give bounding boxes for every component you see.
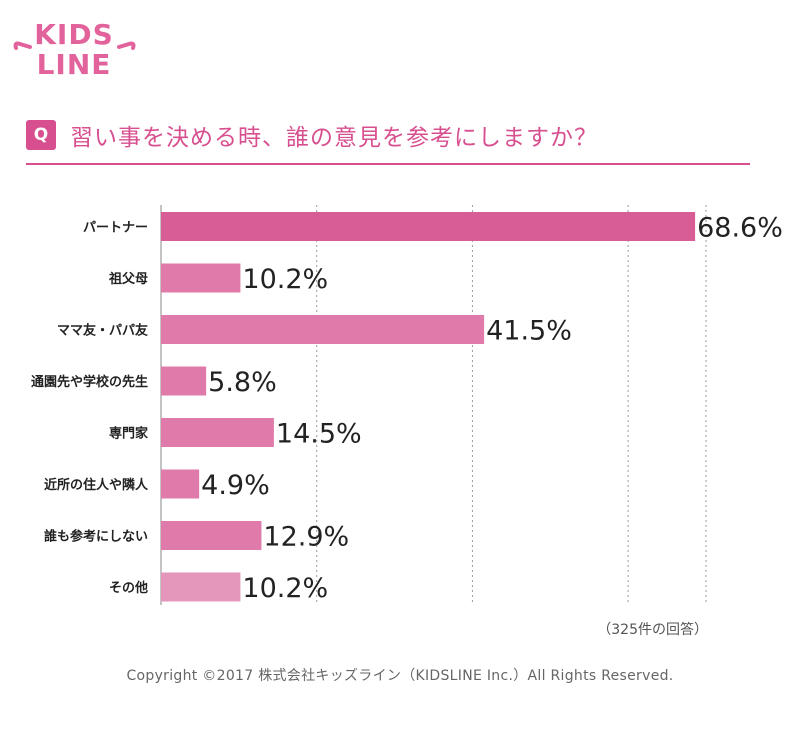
category-label: その他 xyxy=(109,580,148,596)
logo-text-top: KIDS xyxy=(34,18,114,51)
bar xyxy=(161,572,241,602)
value-label: 12.9% xyxy=(263,522,349,553)
value-label: 68.6% xyxy=(697,213,783,244)
kidsline-logo: KIDS LINE xyxy=(13,18,136,80)
bar xyxy=(161,263,241,293)
category-label: ママ友・パパ友 xyxy=(57,323,148,339)
bar xyxy=(161,521,262,550)
category-label: 誰も参考にしない xyxy=(44,529,148,545)
category-label: パートナー xyxy=(83,221,148,236)
value-label: 14.5% xyxy=(276,419,362,450)
title-divider xyxy=(26,163,750,165)
value-label: 5.8% xyxy=(208,367,277,398)
logo-text-bottom: LINE xyxy=(37,48,112,80)
bar xyxy=(161,418,274,447)
category-label: 祖父母 xyxy=(108,271,148,287)
value-label: 4.9% xyxy=(201,470,270,501)
value-label: 41.5% xyxy=(486,316,572,347)
category-label: 専門家 xyxy=(109,426,149,442)
bar-chart: パートナー 68.6% 祖父母 10.2% ママ友・パパ友 41.5% 通園先や学校の先生 5… xyxy=(31,205,783,605)
category-label: 近所の住人や隣人 xyxy=(44,477,149,493)
bar xyxy=(161,315,485,344)
category-label: 通園先や学校の先生 xyxy=(31,374,148,390)
value-label: 10.2% xyxy=(242,573,328,604)
response-count-note: （325件の回答） xyxy=(597,622,708,638)
bar xyxy=(161,212,696,241)
bar xyxy=(161,469,200,499)
bar xyxy=(161,366,207,396)
question-title: 習い事を決める時、誰の意見を参考にしますか？ xyxy=(70,125,598,151)
copyright-text: Copyright ©2017 株式会社キッズライン（KIDSLINE Inc.… xyxy=(126,668,674,684)
value-label: 10.2% xyxy=(242,264,328,295)
question-badge: Q xyxy=(26,120,56,150)
